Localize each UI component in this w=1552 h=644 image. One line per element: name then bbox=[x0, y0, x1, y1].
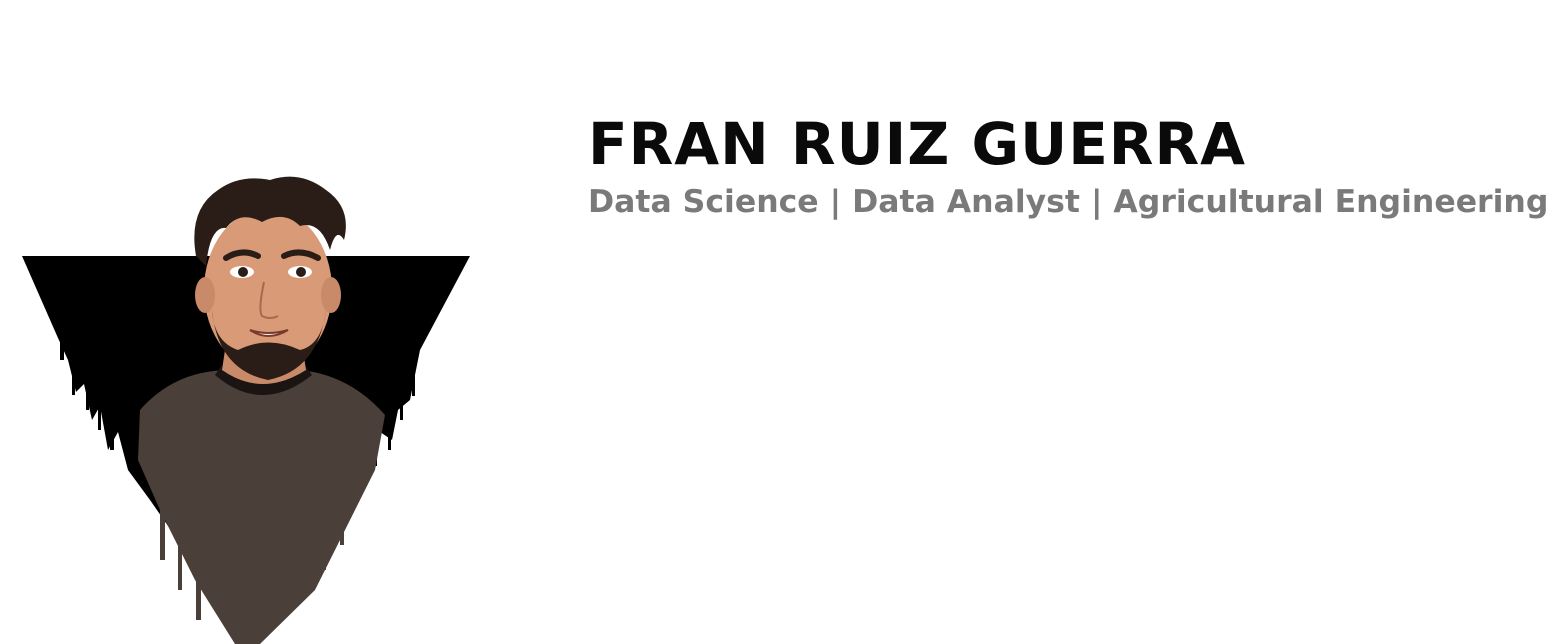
right-eyebrow bbox=[281, 249, 321, 261]
hair bbox=[194, 176, 346, 266]
profile-portrait bbox=[0, 170, 500, 644]
left-ear bbox=[195, 277, 215, 313]
right-ear bbox=[321, 277, 341, 313]
left-eyebrow bbox=[223, 249, 261, 261]
profile-header: FRAN RUIZ GUERRA Data Science | Data Ana… bbox=[588, 110, 1548, 222]
beard bbox=[212, 310, 326, 380]
nose bbox=[259, 281, 279, 319]
profile-name: FRAN RUIZ GUERRA bbox=[588, 110, 1247, 178]
profile-tagline: Data Science | Data Analyst | Agricultur… bbox=[588, 184, 1549, 220]
collar bbox=[215, 365, 312, 395]
shirt-drips bbox=[160, 490, 344, 620]
portrait-illustration bbox=[22, 176, 470, 644]
face bbox=[204, 208, 332, 372]
right-pupil bbox=[296, 267, 306, 277]
mouth bbox=[249, 329, 289, 337]
left-pupil bbox=[238, 267, 248, 277]
shirt bbox=[138, 370, 385, 644]
